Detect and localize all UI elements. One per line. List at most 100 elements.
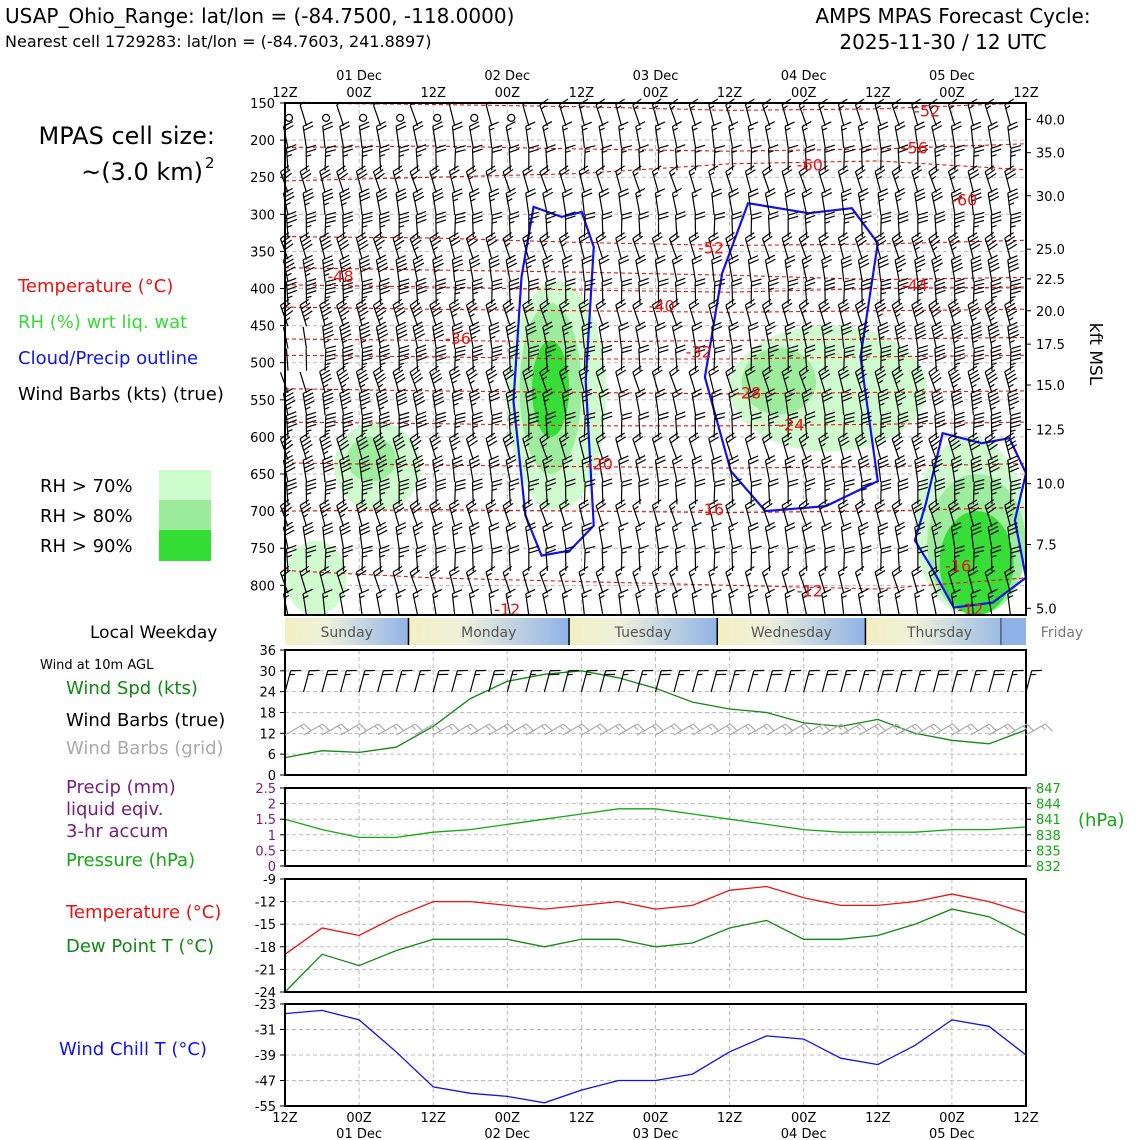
temperature-label: -16 bbox=[945, 556, 971, 575]
wind-barb bbox=[285, 210, 298, 238]
wind-barb bbox=[415, 210, 427, 238]
wind-barb bbox=[398, 345, 410, 371]
wind-barb bbox=[412, 121, 424, 149]
pressure-tick-label: 400 bbox=[250, 283, 275, 298]
wind-barb bbox=[395, 121, 407, 149]
wind-barb bbox=[728, 455, 740, 483]
wind-barb bbox=[691, 669, 709, 693]
wind-barb bbox=[506, 669, 524, 693]
bottom-hour-label: 12Z bbox=[717, 1111, 743, 1126]
wind-barb bbox=[412, 388, 426, 416]
wind-barb bbox=[561, 522, 573, 549]
wind-barb bbox=[355, 432, 369, 460]
bottom-date-label: 05 Dec bbox=[929, 1127, 975, 1140]
legend-item: Temperature (°C) bbox=[17, 276, 173, 297]
wind-barb bbox=[465, 232, 478, 260]
weekday-next-label: Friday bbox=[1041, 625, 1083, 641]
wind-barb bbox=[688, 565, 699, 594]
wind-barb bbox=[947, 565, 959, 594]
wind-barb bbox=[911, 365, 925, 394]
wind-barb bbox=[321, 723, 350, 736]
wind-barb bbox=[657, 144, 669, 171]
wind-barb bbox=[598, 321, 610, 349]
wind-barb bbox=[654, 188, 666, 215]
wind-barb bbox=[761, 499, 773, 527]
wind-barb bbox=[285, 277, 298, 304]
wind-barb bbox=[708, 432, 720, 460]
wind-barb bbox=[837, 432, 850, 460]
wind-barb bbox=[787, 144, 799, 171]
wind-barb bbox=[488, 121, 499, 149]
wind-barb bbox=[525, 723, 553, 736]
wind-barb bbox=[615, 298, 626, 327]
wind-barb bbox=[508, 277, 520, 304]
wind-barb bbox=[636, 669, 654, 693]
wind-barb bbox=[539, 165, 550, 193]
wind-barb bbox=[409, 298, 423, 327]
wind-legend-item: Wind Barbs (true) bbox=[66, 710, 225, 731]
pressure-right-tick-label: 847 bbox=[1036, 782, 1061, 797]
wind-barb bbox=[558, 365, 570, 394]
wind-barb bbox=[787, 478, 799, 505]
isotherm-line bbox=[284, 421, 1027, 427]
wind-barb bbox=[542, 187, 554, 216]
wind-barb bbox=[891, 98, 901, 127]
wind-barb bbox=[950, 254, 964, 282]
wind-barb bbox=[787, 411, 799, 438]
wind-barb bbox=[691, 321, 703, 349]
wind-barb bbox=[804, 277, 816, 304]
wind-barb bbox=[874, 232, 887, 260]
wind-barb bbox=[854, 365, 867, 394]
wind-barb bbox=[583, 479, 596, 505]
wind-barb bbox=[432, 321, 445, 349]
wind-barb bbox=[322, 188, 334, 215]
wind-barb bbox=[933, 723, 961, 736]
wind-barb bbox=[708, 566, 719, 594]
wind-barb bbox=[578, 432, 590, 460]
wind-barb bbox=[502, 499, 514, 527]
wind-barb bbox=[528, 345, 539, 371]
wind-barb bbox=[894, 321, 907, 349]
wind-barb bbox=[448, 101, 456, 126]
wind-barb bbox=[618, 522, 629, 549]
wind-barb bbox=[375, 321, 389, 349]
wind-barb bbox=[615, 165, 625, 193]
wind-barb bbox=[392, 365, 406, 394]
wind-barb bbox=[545, 478, 557, 505]
weekday-segment bbox=[285, 618, 409, 645]
wind-barb bbox=[784, 455, 796, 483]
wind-barb bbox=[691, 455, 703, 483]
wind-barb bbox=[542, 254, 554, 282]
wind-barb bbox=[877, 121, 889, 149]
wind-barb bbox=[558, 565, 569, 594]
wind-barb bbox=[764, 388, 776, 416]
panel-ytick-label: 12 bbox=[259, 727, 276, 742]
wind-barb bbox=[911, 566, 922, 594]
wind-barb bbox=[725, 565, 735, 594]
wind-barb bbox=[342, 278, 354, 304]
wind-barb bbox=[415, 144, 427, 171]
wind-barb bbox=[840, 522, 852, 549]
wind-barb bbox=[361, 144, 373, 171]
wind-barb bbox=[744, 499, 756, 527]
wind-barb bbox=[522, 165, 533, 193]
wind-barb bbox=[840, 321, 853, 349]
wind-barb bbox=[1009, 278, 1022, 304]
wind-barb bbox=[824, 344, 836, 371]
temperature-label: -28 bbox=[735, 383, 761, 402]
wind-barb bbox=[877, 588, 888, 616]
wind-barb bbox=[395, 669, 413, 693]
panel-ytick-label: -18 bbox=[255, 941, 276, 956]
wind-barb bbox=[711, 522, 722, 549]
wind-barb bbox=[843, 278, 855, 304]
wind-barb bbox=[914, 669, 931, 693]
wind-barb bbox=[837, 232, 849, 260]
wind-barb bbox=[972, 145, 985, 171]
weekday-segment bbox=[717, 618, 866, 645]
wind-barb bbox=[953, 411, 965, 438]
wind-barb bbox=[599, 723, 627, 736]
wind-barb bbox=[928, 232, 941, 260]
wind-barb bbox=[654, 455, 666, 483]
wind-barb bbox=[837, 499, 849, 527]
wind-barb bbox=[708, 499, 720, 527]
